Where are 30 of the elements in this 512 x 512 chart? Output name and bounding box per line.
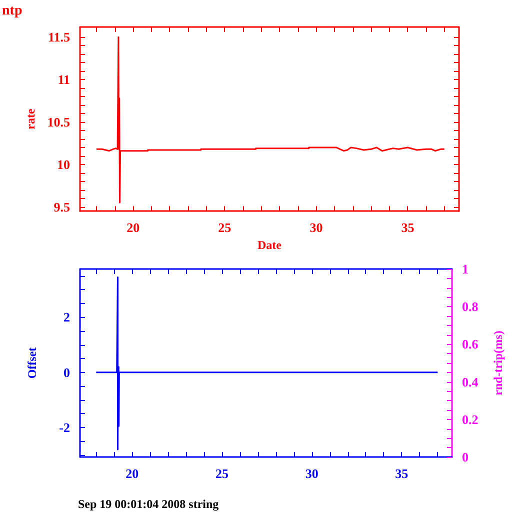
- y-tick-label: 2: [64, 310, 70, 325]
- x-tick-label: 30: [310, 220, 323, 236]
- x-tick-label: 35: [395, 466, 409, 481]
- y2-tick-label: 1: [462, 262, 468, 276]
- x-tick-label: 20: [126, 466, 139, 481]
- x-axis-title: Date: [258, 238, 282, 252]
- y-tick-label: 10.5: [47, 114, 70, 130]
- x-tick-label: 25: [218, 220, 232, 236]
- y2-tick-label: 0.2: [462, 412, 478, 427]
- y-axis-title: rate: [23, 108, 38, 130]
- line-series: [95, 276, 438, 450]
- y-tick-label: 10: [57, 156, 70, 172]
- x-tick-label: 30: [305, 466, 318, 481]
- y-tick-label: 9.5: [54, 199, 70, 214]
- y-tick-label: 11.5: [48, 30, 70, 45]
- y-tick-label: -2: [59, 420, 70, 436]
- text: Sep 19 00:01:04 2008 string: [78, 497, 219, 511]
- chart-title: ntp: [2, 4, 22, 18]
- line-series: [96, 36, 446, 204]
- y2-tick-label: 0.6: [462, 336, 479, 352]
- y-axis-title: Offset: [25, 347, 39, 379]
- y-tick-label: 0: [64, 364, 70, 380]
- y2-tick-label: 0.4: [462, 374, 479, 390]
- x-tick-label: 20: [126, 220, 140, 236]
- y2-tick-label: 0: [462, 450, 468, 464]
- y-tick-label: 11: [58, 72, 70, 88]
- y2-tick-label: 0.8: [462, 299, 479, 314]
- x-tick-label: 25: [215, 466, 229, 481]
- y2-axis-title: rnd-trip(ms): [491, 330, 505, 396]
- x-tick-label: 35: [401, 220, 415, 236]
